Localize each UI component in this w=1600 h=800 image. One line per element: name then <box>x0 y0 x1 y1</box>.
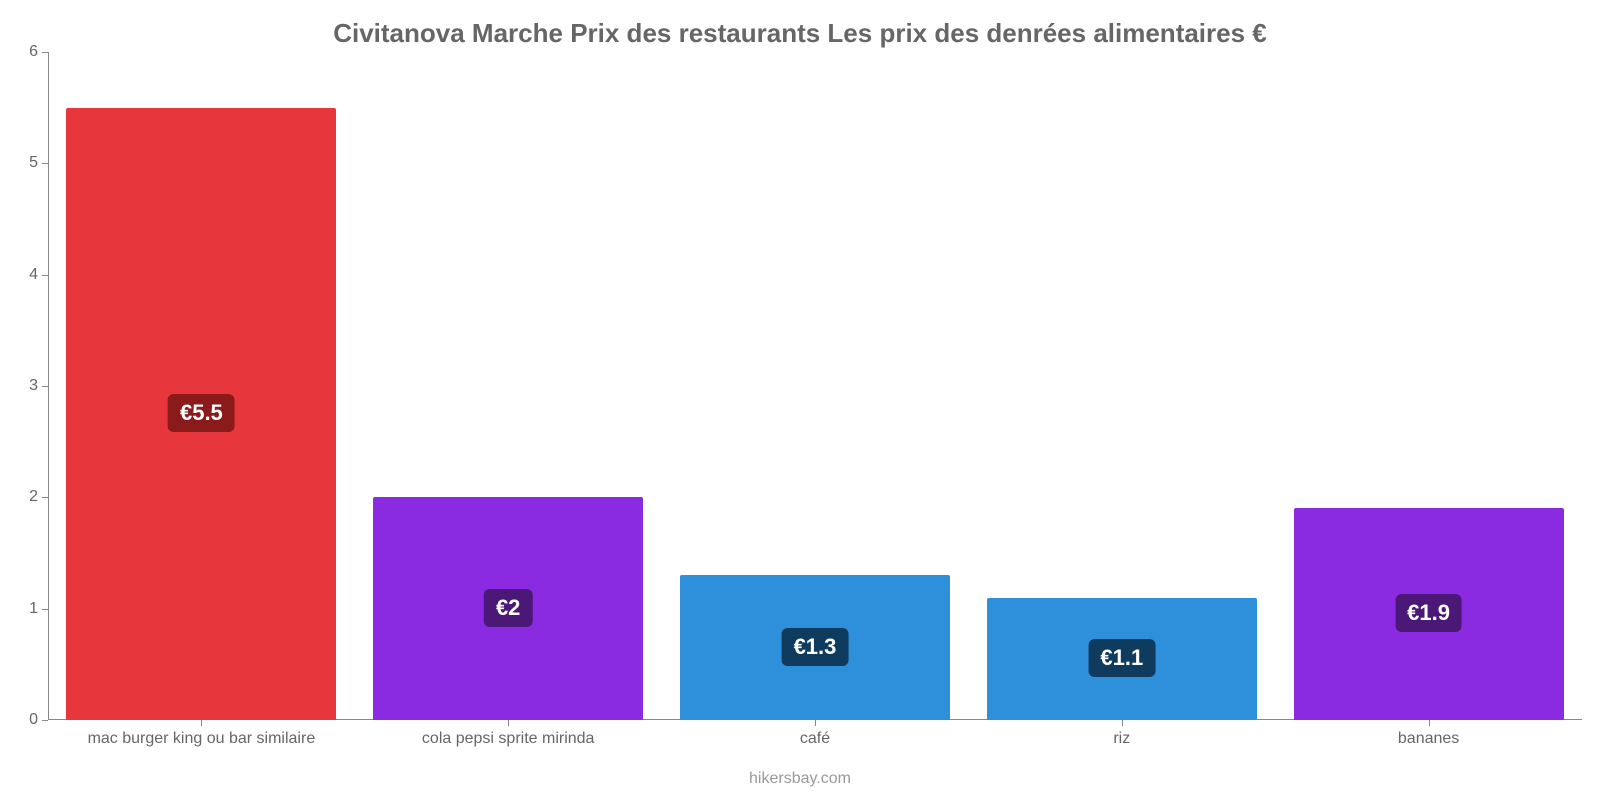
bar: €1.9 <box>1294 508 1564 720</box>
y-tick-mark <box>42 52 48 53</box>
bar-value-label: €2 <box>484 589 532 627</box>
bar: €5.5 <box>66 108 336 720</box>
bar-value-label: €1.9 <box>1395 594 1462 632</box>
y-tick-mark <box>42 720 48 721</box>
x-category-label: mac burger king ou bar similaire <box>88 720 316 748</box>
bar-value-label: €5.5 <box>168 394 235 432</box>
y-tick-mark <box>42 497 48 498</box>
plot-area: €5.5€2€1.3€1.1€1.9 0123456mac burger kin… <box>48 52 1582 720</box>
y-tick-mark <box>42 163 48 164</box>
bar: €2 <box>373 497 643 720</box>
x-category-label: café <box>800 720 830 748</box>
y-tick-mark <box>42 386 48 387</box>
x-category-label: bananes <box>1398 720 1459 748</box>
bar: €1.1 <box>987 598 1257 720</box>
bar-value-label: €1.3 <box>782 628 849 666</box>
chart-footer: hikersbay.com <box>0 770 1600 788</box>
y-tick-mark <box>42 275 48 276</box>
x-category-label: cola pepsi sprite mirinda <box>422 720 595 748</box>
bar-value-label: €1.1 <box>1088 639 1155 677</box>
chart-title: Civitanova Marche Prix des restaurants L… <box>0 18 1600 49</box>
bars-container: €5.5 €2 €1.3 €1.1 €1.9 <box>48 52 1582 720</box>
price-bar-chart: Civitanova Marche Prix des restaurants L… <box>0 0 1600 800</box>
y-tick-mark <box>42 609 48 610</box>
x-category-label: riz <box>1113 720 1130 748</box>
bar: €1.3 <box>680 575 950 720</box>
